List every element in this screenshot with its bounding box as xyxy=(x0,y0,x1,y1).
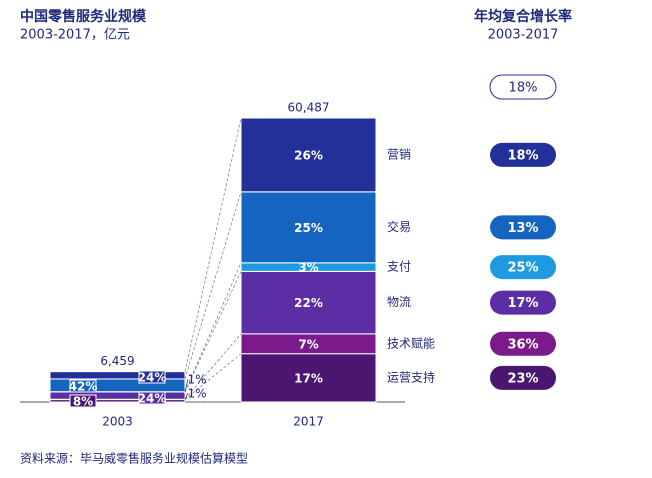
data-label: 1% xyxy=(187,373,206,387)
total-label: 6,459 xyxy=(100,354,134,368)
data-label: 1% xyxy=(187,387,206,401)
connector xyxy=(184,271,242,393)
series-name: 交易 xyxy=(387,219,411,234)
cagr-pill xyxy=(490,290,556,315)
cagr-pill xyxy=(490,215,556,240)
chart-subtitle: 2003-2017，亿元 xyxy=(20,28,130,43)
bar-segment xyxy=(240,270,377,335)
data-label: 42% xyxy=(69,380,98,394)
connector xyxy=(184,333,242,400)
cagr-label: 18% xyxy=(509,81,538,96)
cagr-label: 23% xyxy=(507,371,538,386)
data-label: 25% xyxy=(294,221,323,235)
data-label: 26% xyxy=(294,148,323,162)
cagr-pill xyxy=(490,255,556,280)
series-name: 物流 xyxy=(387,295,411,309)
label-box xyxy=(138,370,166,384)
data-label: 24% xyxy=(138,371,167,385)
cagr-pill xyxy=(489,74,557,100)
cagr-title: 年均复合增长率 xyxy=(474,8,572,25)
source: 资料来源：毕马威零售服务业规模估算模型 xyxy=(20,451,248,466)
x-tick-label: 2003 xyxy=(102,415,133,429)
bar-segment xyxy=(240,353,377,403)
label-box xyxy=(69,394,97,408)
x-tick-label: 2017 xyxy=(293,415,324,429)
series-name: 运营支持 xyxy=(387,369,435,384)
connector xyxy=(184,262,242,392)
cagr-subtitle: 2003-2017 xyxy=(488,28,559,43)
cagr-pill xyxy=(490,365,556,390)
label-box xyxy=(69,379,97,393)
cagr-pill xyxy=(490,331,556,356)
label-box xyxy=(138,391,166,405)
cagr-label: 18% xyxy=(507,148,538,163)
series-name: 营销 xyxy=(387,147,411,161)
cagr-label: 36% xyxy=(507,337,538,352)
cagr-pill xyxy=(490,142,556,167)
data-label: 7% xyxy=(298,337,318,351)
connector xyxy=(184,117,242,372)
series-name: 支付 xyxy=(387,260,411,274)
data-label: 3% xyxy=(298,261,318,275)
data-label: 22% xyxy=(294,296,323,310)
label-leader xyxy=(184,392,189,400)
cagr-label: 13% xyxy=(507,221,538,236)
cagr-label: 25% xyxy=(507,261,538,276)
bar-segment xyxy=(49,371,186,380)
connector xyxy=(184,191,242,380)
cagr-label: 17% xyxy=(507,296,538,311)
label-leader xyxy=(184,378,189,392)
data-label: 24% xyxy=(138,392,167,406)
bar-segment xyxy=(240,191,377,264)
total-label: 60,487 xyxy=(288,101,330,115)
chart-title: 中国零售服务业规模 xyxy=(20,8,147,25)
series-name: 技术赋能 xyxy=(387,336,435,350)
data-label: 17% xyxy=(294,371,323,385)
bar-segment xyxy=(240,117,377,193)
connector xyxy=(184,353,242,400)
data-label: 8% xyxy=(73,395,93,409)
